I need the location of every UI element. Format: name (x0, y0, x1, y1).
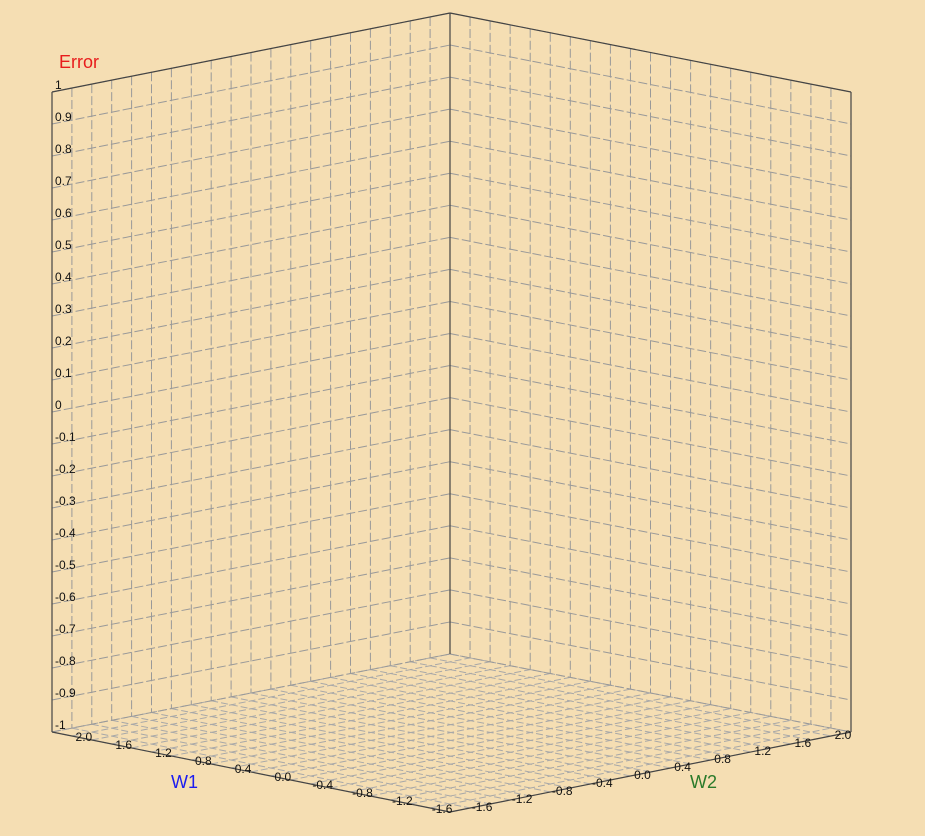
z-tick-label: -0.9 (55, 686, 76, 700)
z-tick-label: -0.5 (55, 558, 76, 572)
w2-tick-label: 0.4 (674, 760, 691, 774)
floor-gridline (430, 727, 832, 809)
wall-gridline-horizontal (51, 204, 451, 285)
w1-tick-label: -1.6 (432, 802, 453, 816)
z-tick-label: -0.1 (55, 430, 76, 444)
box-edge-front-left (51, 731, 451, 813)
box-edge-top-right (449, 12, 852, 93)
wall-gridline-horizontal (51, 44, 451, 125)
z-tick-label: -0.3 (55, 494, 76, 508)
wall-gridline-horizontal (51, 621, 451, 701)
z-axis-ticks: 1 0.9 0.8 0.7 0.6 0.5 0.4 0.3 0.2 0.1 0 -0.1 -0.2 -0.… (55, 78, 76, 732)
w1-tick-label: 0.0 (275, 770, 292, 784)
w2-axis-ticks: -1.6 -1.2 -0.8 -0.4 0.0 0.4 0.8 1.2 1.6 2.0 (472, 728, 852, 814)
back-wall-grid (51, 12, 852, 733)
floor-gridline (410, 723, 811, 805)
wall-gridline-horizontal (51, 300, 451, 381)
w2-tick-label: 0.0 (634, 768, 651, 782)
box-edge-front-right (449, 731, 852, 813)
floor-gridline (310, 680, 711, 761)
floor-gridline (370, 715, 771, 797)
z-axis-label: Error (59, 52, 99, 72)
z-tick-label: 0.5 (55, 238, 72, 252)
wall-gridline-horizontal (51, 525, 451, 605)
w2-tick-label: 1.6 (795, 736, 812, 750)
wall-gridline-horizontal (51, 461, 451, 541)
w1-tick-label: 2.0 (76, 730, 93, 744)
floor-gridline (270, 696, 671, 777)
wall-gridline-horizontal (51, 268, 451, 349)
z-tick-label: -0.6 (55, 590, 76, 604)
z-tick-label: 0.9 (55, 110, 72, 124)
w1-axis-ticks: 2.0 1.6 1.2 0.8 0.4 0.0 -0.4 -0.8 -1.2 -1.6 (76, 730, 453, 816)
floor-gridline (370, 669, 771, 749)
floor-gridline (330, 708, 731, 789)
wall-gridline-horizontal (51, 653, 451, 733)
wall-gridline-horizontal (51, 429, 451, 509)
w2-axis-label: W2 (690, 772, 717, 792)
wall-gridline-horizontal (51, 236, 451, 317)
z-tick-label: 0.7 (55, 174, 72, 188)
w1-tick-label: -1.2 (392, 794, 413, 808)
z-tick-label: 1 (55, 78, 62, 92)
w1-axis-label: W1 (171, 772, 198, 792)
wall-gridline-horizontal (51, 108, 451, 189)
z-tick-label: 0.6 (55, 206, 72, 220)
floor-gridline (350, 673, 751, 753)
floor-gridline (250, 692, 651, 773)
floor-gridline (430, 657, 832, 737)
w2-tick-label: 2.0 (835, 728, 852, 742)
floor-gridline (390, 665, 791, 745)
w1-tick-label: 1.2 (155, 746, 172, 760)
wall-gridline-horizontal (51, 140, 451, 221)
wall-gridline-horizontal (51, 589, 451, 669)
w1-tick-label: 1.6 (115, 738, 132, 752)
w1-tick-label: -0.8 (352, 786, 373, 800)
z-tick-label: 0.3 (55, 302, 72, 316)
wall-gridline-horizontal (51, 76, 451, 157)
wall-gridline-horizontal (51, 333, 451, 413)
wall-gridline-horizontal (51, 172, 451, 253)
w1-tick-label: -0.4 (312, 778, 333, 792)
z-tick-label: 0.4 (55, 270, 72, 284)
floor-gridline (390, 719, 791, 801)
w2-tick-label: -0.8 (552, 784, 573, 798)
wall-gridline-horizontal (51, 365, 451, 445)
z-tick-label: -0.4 (55, 526, 76, 540)
w1-tick-label: 0.4 (235, 762, 252, 776)
w2-tick-label: -1.6 (472, 800, 493, 814)
w2-tick-label: 1.2 (754, 744, 771, 758)
floor-gridline (270, 688, 671, 769)
box-edge-top-left (51, 12, 451, 93)
floor-gridline (310, 704, 711, 785)
z-tick-label: -0.2 (55, 462, 76, 476)
wall-gridline-horizontal (51, 493, 451, 573)
z-tick-label: 0 (55, 398, 62, 412)
w2-tick-label: -1.2 (512, 792, 533, 806)
z-tick-label: 0.2 (55, 334, 72, 348)
z-tick-label: -0.8 (55, 654, 76, 668)
floor-gridline (330, 676, 731, 757)
floor-gridline (350, 712, 751, 793)
w2-tick-label: -0.4 (592, 776, 613, 790)
wall-gridline-horizontal (51, 397, 451, 477)
w1-tick-label: 0.8 (195, 754, 212, 768)
z-tick-label: 0.8 (55, 142, 72, 156)
box-edges (51, 12, 852, 813)
z-tick-label: -1 (55, 718, 66, 732)
w2-tick-label: 0.8 (714, 752, 731, 766)
floor-gridline (410, 661, 811, 741)
wall-gridline-horizontal (51, 557, 451, 637)
z-tick-label: -0.7 (55, 622, 76, 636)
floor-gridline (290, 684, 691, 765)
z-tick-label: 0.1 (55, 366, 72, 380)
floor-gridline (290, 700, 691, 781)
